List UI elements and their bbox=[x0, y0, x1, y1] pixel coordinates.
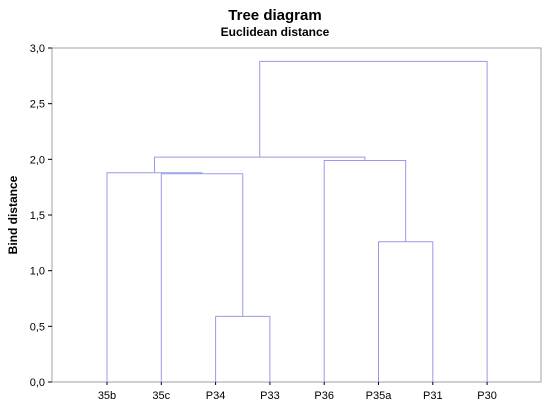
dendrogram-link bbox=[378, 241, 434, 382]
y-tick-label: 0,0 bbox=[30, 377, 45, 389]
dendrogram-link bbox=[215, 315, 271, 382]
leaf-label: P34 bbox=[206, 390, 226, 402]
leaf-label: P31 bbox=[423, 390, 443, 402]
y-tick-label: 2,0 bbox=[30, 154, 45, 166]
chart-subtitle: Euclidean distance bbox=[221, 25, 330, 39]
dendrogram-link bbox=[323, 159, 407, 382]
dendrogram-links bbox=[106, 60, 488, 382]
dendrogram-link bbox=[259, 60, 488, 382]
dendrogram-link bbox=[160, 173, 244, 382]
y-axis-ticks: 0,0 0,5 1,0 1,5 2,0 2,5 3,0 bbox=[30, 43, 52, 389]
y-tick-label: 0,5 bbox=[30, 321, 45, 333]
dendrogram-link bbox=[106, 172, 203, 382]
leaf-label: 35c bbox=[152, 390, 170, 402]
leaf-label: P36 bbox=[314, 390, 334, 402]
y-tick-label: 1,5 bbox=[30, 210, 45, 222]
leaf-label: P30 bbox=[477, 390, 497, 402]
chart-title: Tree diagram bbox=[228, 7, 321, 24]
y-axis-label: Bind distance bbox=[6, 175, 20, 254]
leaf-labels: 35b 35c P34 P33 P36 P35a P31 P30 bbox=[98, 382, 497, 402]
y-tick-label: 2,5 bbox=[30, 99, 45, 111]
dendrogram-link bbox=[154, 156, 366, 173]
y-tick-label: 3,0 bbox=[30, 43, 45, 55]
plot-frame bbox=[51, 47, 542, 383]
leaf-label: 35b bbox=[98, 390, 116, 402]
leaf-label: P33 bbox=[260, 390, 280, 402]
y-tick-label: 1,0 bbox=[30, 266, 45, 278]
leaf-label: P35a bbox=[366, 390, 393, 402]
